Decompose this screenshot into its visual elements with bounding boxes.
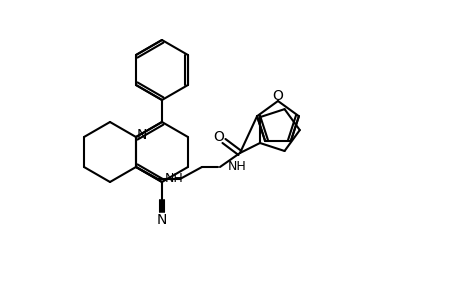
Text: NH: NH [165, 172, 183, 185]
Text: N: N [136, 128, 147, 142]
Text: O: O [213, 130, 224, 144]
Text: N: N [157, 213, 167, 227]
Text: NH: NH [228, 160, 246, 173]
Text: O: O [272, 89, 283, 103]
